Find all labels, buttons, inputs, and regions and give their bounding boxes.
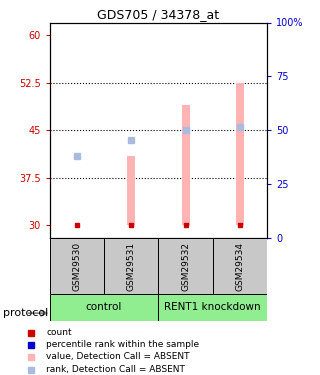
- Text: GSM29530: GSM29530: [72, 242, 81, 291]
- Text: rank, Detection Call = ABSENT: rank, Detection Call = ABSENT: [46, 365, 185, 374]
- Bar: [158, 294, 267, 321]
- Bar: [50, 238, 104, 294]
- Bar: [50, 294, 158, 321]
- Text: value, Detection Call = ABSENT: value, Detection Call = ABSENT: [46, 352, 190, 361]
- Text: control: control: [86, 303, 122, 312]
- Text: protocol: protocol: [3, 308, 48, 318]
- Bar: [104, 238, 158, 294]
- Text: GSM29534: GSM29534: [236, 242, 244, 291]
- Bar: [181, 105, 190, 225]
- Text: GSM29532: GSM29532: [181, 242, 190, 291]
- Title: GDS705 / 34378_at: GDS705 / 34378_at: [97, 8, 220, 21]
- Text: count: count: [46, 328, 72, 338]
- Text: RENT1 knockdown: RENT1 knockdown: [164, 303, 261, 312]
- Bar: [213, 238, 267, 294]
- Bar: [236, 83, 244, 225]
- Text: percentile rank within the sample: percentile rank within the sample: [46, 340, 200, 349]
- Bar: [158, 238, 213, 294]
- Text: GSM29531: GSM29531: [127, 242, 136, 291]
- Bar: [127, 156, 135, 225]
